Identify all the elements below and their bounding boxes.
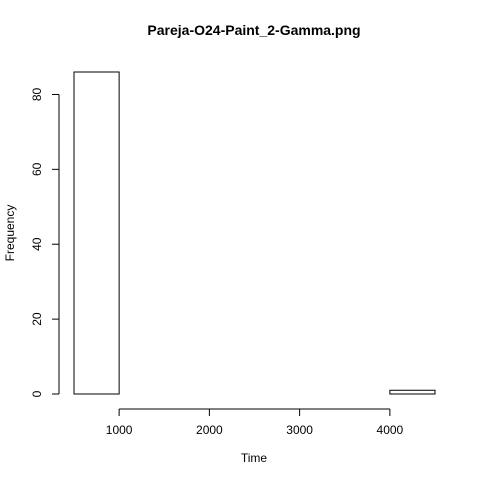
y-axis: 0 20 40 60 80 [30, 87, 60, 397]
x-tick-label-0: 1000 [106, 423, 133, 437]
y-tick-label-3: 60 [30, 162, 44, 176]
x-tick-label-2: 3000 [286, 423, 313, 437]
y-tick-label-4: 80 [30, 87, 44, 101]
x-axis: 1000 2000 3000 4000 [106, 408, 404, 437]
y-axis-label: Frequency [3, 205, 17, 262]
chart-title: Pareja-O24-Paint_2-Gamma.png [147, 22, 360, 38]
histogram-bar-0 [73, 71, 120, 395]
histogram-bar-7 [389, 389, 436, 395]
histogram-bars [73, 71, 436, 395]
x-axis-label: Time [241, 451, 268, 465]
x-tick-label-1: 2000 [196, 423, 223, 437]
x-tick-label-3: 4000 [377, 423, 404, 437]
y-tick-label-1: 20 [30, 312, 44, 326]
y-tick-label-0: 0 [30, 390, 44, 397]
y-tick-label-2: 40 [30, 237, 44, 251]
